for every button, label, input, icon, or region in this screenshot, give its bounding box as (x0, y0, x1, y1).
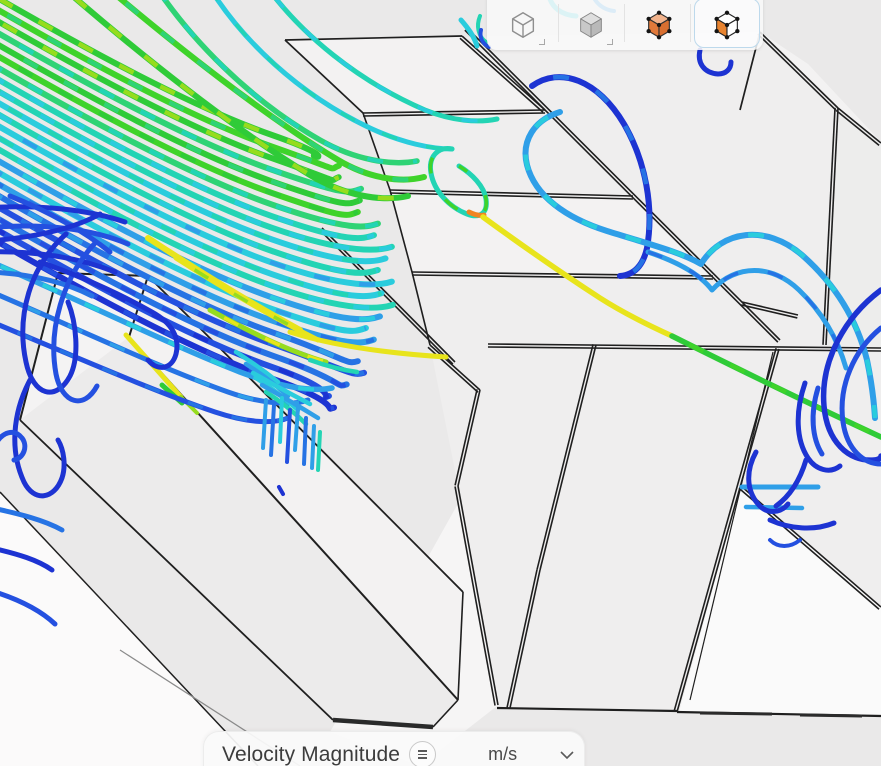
toolbar-separator (624, 4, 625, 42)
wireframe-cube-icon (507, 9, 539, 41)
shaded-view-button[interactable] (560, 0, 622, 50)
shaded-cube-icon (575, 9, 607, 41)
cfd-viewer-window: Velocity Magnitude m/s (0, 0, 881, 766)
solid-color-view-button[interactable] (628, 0, 690, 50)
unit-value: m/s (488, 744, 517, 765)
hamburger-circle-icon[interactable] (409, 741, 436, 766)
field-label: Velocity Magnitude (222, 743, 400, 766)
view-mode-toolbar (487, 0, 763, 50)
orange-cube-icon (643, 9, 675, 41)
surface-select-view-button[interactable] (696, 0, 758, 50)
flyout-corner-icon (539, 39, 545, 45)
unit-dropdown[interactable]: m/s (488, 744, 575, 765)
chevron-down-icon (559, 750, 575, 760)
toolbar-separator (558, 4, 559, 42)
3d-viewport[interactable] (0, 0, 881, 766)
wireframe-view-button[interactable] (492, 0, 554, 50)
toolbar-separator (690, 4, 691, 42)
flyout-corner-icon (607, 39, 613, 45)
result-field-bar: Velocity Magnitude m/s (203, 731, 585, 766)
orange-face-cube-icon (711, 9, 743, 41)
